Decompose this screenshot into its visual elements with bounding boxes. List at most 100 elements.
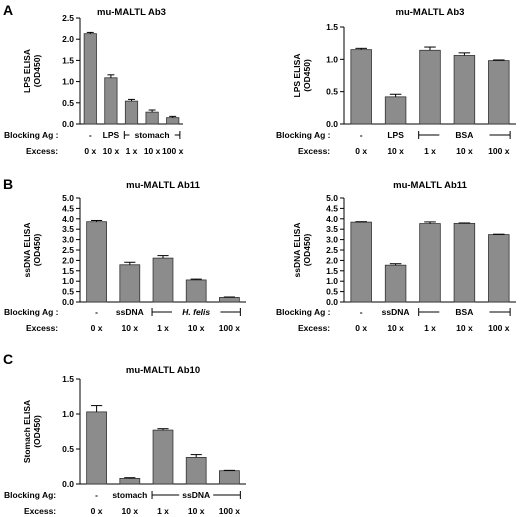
bar-5: [166, 117, 180, 125]
blocking-ag-value: ssDNA: [116, 307, 144, 317]
bar-3: [124, 100, 139, 125]
y-tick-label: 0.0: [62, 479, 74, 489]
blocking-ag-value: -: [95, 490, 98, 500]
y-tick-label: 1.5: [62, 266, 74, 276]
bar-5: [488, 234, 510, 303]
bar-2: [119, 477, 141, 485]
y-tick-label: 2.5: [62, 245, 74, 255]
excess-value: 0 x: [91, 506, 103, 516]
y-tick-label: 0.5: [326, 287, 338, 297]
excess-value: 0 x: [84, 146, 96, 156]
y-tick-label: 5.0: [326, 193, 338, 203]
panel-letter-b: B: [3, 176, 13, 192]
panel-letter-c: C: [3, 351, 13, 367]
excess-value: 1 x: [157, 506, 169, 516]
chart-title: mu-MALTL Ab10: [126, 365, 200, 376]
y-tick-label: 3.5: [326, 224, 338, 234]
bar-1: [86, 221, 107, 303]
bar-4: [185, 279, 207, 303]
y-tick-label: 1.0: [326, 54, 338, 64]
excess-value: 1 x: [424, 323, 436, 333]
y-axis-label: (OD450): [302, 234, 312, 267]
y-tick-label: 4.0: [326, 214, 338, 224]
blocking-ag-value: ssDNA: [382, 307, 410, 317]
bar-3: [419, 223, 441, 303]
bar-1: [350, 49, 372, 125]
bar-5: [219, 470, 240, 485]
y-tick-label: 2.5: [62, 13, 74, 23]
y-tick-label: 2.0: [62, 255, 74, 265]
bar-4: [185, 456, 207, 485]
y-tick-label: 0.0: [62, 119, 74, 129]
y-tick-label: 4.5: [62, 203, 74, 213]
chart-2: mu-MALTL Ab3 0.0 0.5 1.0 1.5 LPS ELISA (OD450)…: [276, 7, 516, 156]
bar-2: [384, 96, 407, 125]
y-tick-label: 3.5: [62, 224, 74, 234]
excess-label: Excess:: [298, 323, 330, 333]
blocking-ag-bracket-label: ssDNA: [182, 490, 210, 500]
blocking-ag-value: stomach: [112, 490, 147, 500]
bar-3: [419, 49, 441, 125]
excess-value: 1 x: [126, 146, 138, 156]
bar-1: [86, 411, 107, 485]
y-tick-label: 4.0: [62, 214, 74, 224]
blocking-ag-label: Blocking Ag :: [4, 307, 59, 317]
excess-label: Excess:: [24, 506, 56, 516]
chart-5: mu-MALTL Ab10 0.0 0.5 1.0 1.5 Stomach ELISA (O…: [4, 365, 246, 516]
blocking-ag-value: LPS: [103, 130, 120, 140]
bar-5: [488, 60, 510, 125]
blocking-ag-bracket-label: stomach: [135, 130, 170, 140]
bar-3: [152, 429, 174, 485]
y-tick-label: 1.0: [326, 276, 338, 286]
excess-value: 100 x: [219, 506, 241, 516]
chart-title: mu-MALTL Ab3: [97, 7, 166, 18]
excess-value: 10 x: [188, 323, 205, 333]
y-axis-label: (OD450): [32, 234, 42, 267]
y-tick-label: 2.0: [326, 255, 338, 265]
excess-value: 1 x: [424, 146, 436, 156]
bar-4: [453, 222, 476, 303]
bar-5: [219, 297, 240, 303]
blocking-ag-value: -: [360, 130, 363, 140]
excess-value: 10 x: [387, 146, 404, 156]
excess-value: 10 x: [456, 146, 473, 156]
excess-label: Excess:: [26, 323, 58, 333]
y-tick-label: 1.5: [326, 22, 338, 32]
blocking-ag-value: -: [360, 307, 363, 317]
bar-1: [83, 33, 97, 125]
excess-label: Excess:: [298, 146, 330, 156]
excess-value: 10 x: [122, 323, 139, 333]
y-tick-label: 1.5: [62, 374, 74, 384]
y-tick-label: 3.0: [62, 235, 74, 245]
excess-value: 100 x: [488, 323, 510, 333]
bar-2: [119, 264, 141, 303]
y-tick-label: 3.0: [326, 235, 338, 245]
panel-letter-a: A: [3, 2, 13, 18]
y-tick-label: 0.5: [62, 98, 74, 108]
y-tick-label: 1.0: [62, 276, 74, 286]
blocking-ag-label: Blocking Ag :: [276, 130, 331, 140]
y-tick-label: 2.5: [326, 245, 338, 255]
blocking-ag-label: Blocking Ag :: [276, 307, 331, 317]
excess-value: 100 x: [488, 146, 510, 156]
y-tick-label: 1.0: [62, 409, 74, 419]
y-axis-label: LPS ELISA: [22, 49, 32, 93]
blocking-ag-value: LPS: [387, 130, 404, 140]
bar-2: [384, 264, 407, 303]
excess-label: Excess:: [26, 146, 58, 156]
y-axis-label: ssDNA ELISA: [292, 223, 302, 278]
chart-title: mu-MALTL Ab11: [126, 180, 200, 191]
y-axis-label: ssDNA ELISA: [22, 223, 32, 278]
excess-value: 0 x: [91, 323, 103, 333]
y-tick-label: 0.0: [62, 297, 74, 307]
y-axis-label: (OD450): [32, 415, 42, 448]
y-tick-label: 1.0: [62, 77, 74, 87]
y-tick-label: 1.5: [326, 266, 338, 276]
blocking-ag-bracket-label: BSA: [455, 307, 473, 317]
y-tick-label: 0.0: [326, 119, 338, 129]
y-axis-label: Stomach ELISA: [22, 400, 32, 463]
excess-value: 100 x: [219, 323, 241, 333]
blocking-ag-bracket-label: H. felis: [182, 307, 210, 317]
bar-1: [350, 221, 372, 303]
